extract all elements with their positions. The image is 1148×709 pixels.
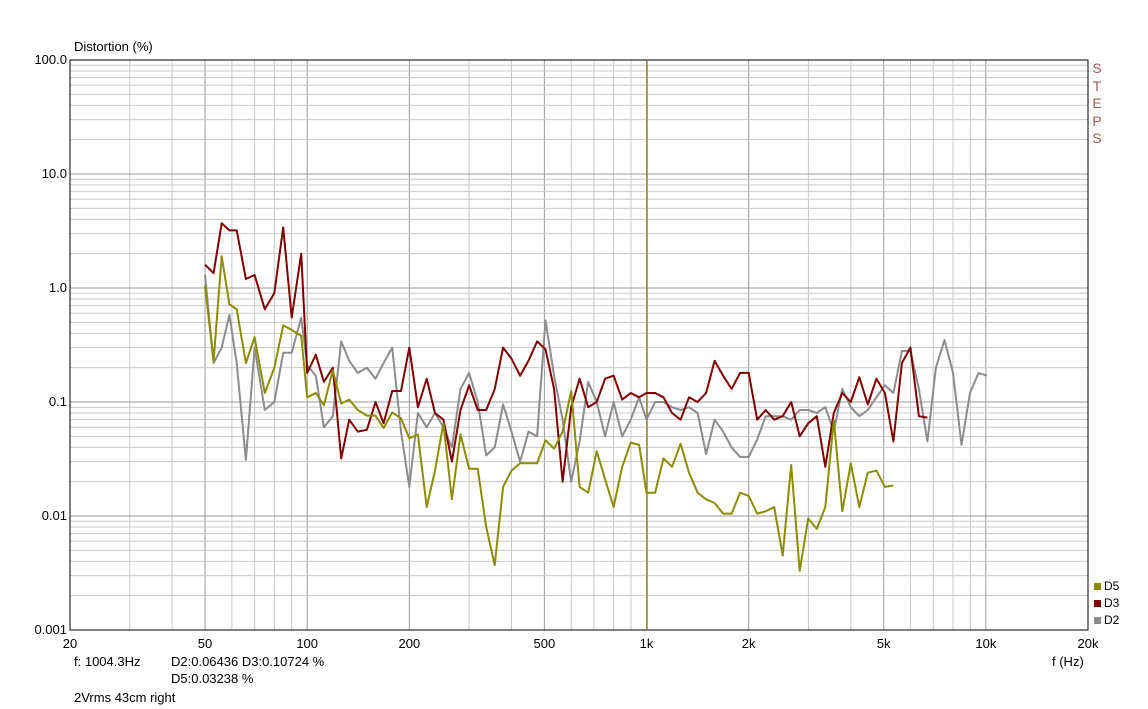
steps-letter: S — [1092, 130, 1102, 146]
plot-frame — [69, 59, 1089, 631]
readout-d5: D5:0.03238 % — [171, 671, 254, 686]
y-tick-label: 0.001 — [34, 622, 67, 637]
x-tick-label: 50 — [197, 636, 213, 651]
chart-series — [204, 222, 988, 572]
readout-d2-d3: D2:0.06436 D3:0.10724 % — [171, 654, 325, 669]
x-tick-label: 1k — [639, 636, 654, 651]
x-tick-label: 100 — [296, 636, 319, 651]
steps-letter: E — [1092, 95, 1102, 111]
legend-entry: D2 — [1094, 613, 1119, 627]
series-line-d3 — [204, 222, 928, 483]
legend-swatch — [1094, 617, 1101, 625]
steps-letter: S — [1092, 60, 1102, 76]
legend-label: D2 — [1104, 613, 1120, 627]
legend-entry: D5 — [1094, 579, 1119, 593]
steps-letter: T — [1092, 77, 1102, 94]
legend-swatch — [1094, 583, 1101, 591]
y-tick-label: 100.0 — [34, 52, 67, 67]
legend-label: D5 — [1104, 579, 1120, 593]
legend-swatch — [1094, 600, 1101, 608]
legend-entry: D3 — [1094, 596, 1119, 610]
x-tick-label: 5k — [876, 636, 891, 651]
series-line-d5 — [204, 255, 894, 572]
y-tick-label: 0.01 — [41, 508, 67, 523]
y-tick-label: 1.0 — [48, 280, 67, 295]
chart-grid — [70, 60, 1088, 630]
legend-label: D3 — [1104, 596, 1120, 610]
y-axis-label: Distortion (%) — [74, 39, 153, 54]
x-tick-label: 20k — [1077, 636, 1099, 651]
steps-letter: P — [1092, 112, 1102, 129]
y-tick-label: 10.0 — [41, 166, 67, 181]
y-tick-label: 0.1 — [48, 394, 67, 409]
x-axis-label: f (Hz) — [1052, 654, 1084, 669]
x-tick-label: 20 — [62, 636, 78, 651]
readout-frequency: f: 1004.3Hz — [74, 654, 141, 669]
x-tick-label: 2k — [741, 636, 756, 651]
measurement-note: 2Vrms 43cm right — [74, 690, 176, 705]
x-tick-label: 10k — [975, 636, 997, 651]
x-tick-label: 200 — [398, 636, 421, 651]
x-tick-label: 500 — [533, 636, 556, 651]
